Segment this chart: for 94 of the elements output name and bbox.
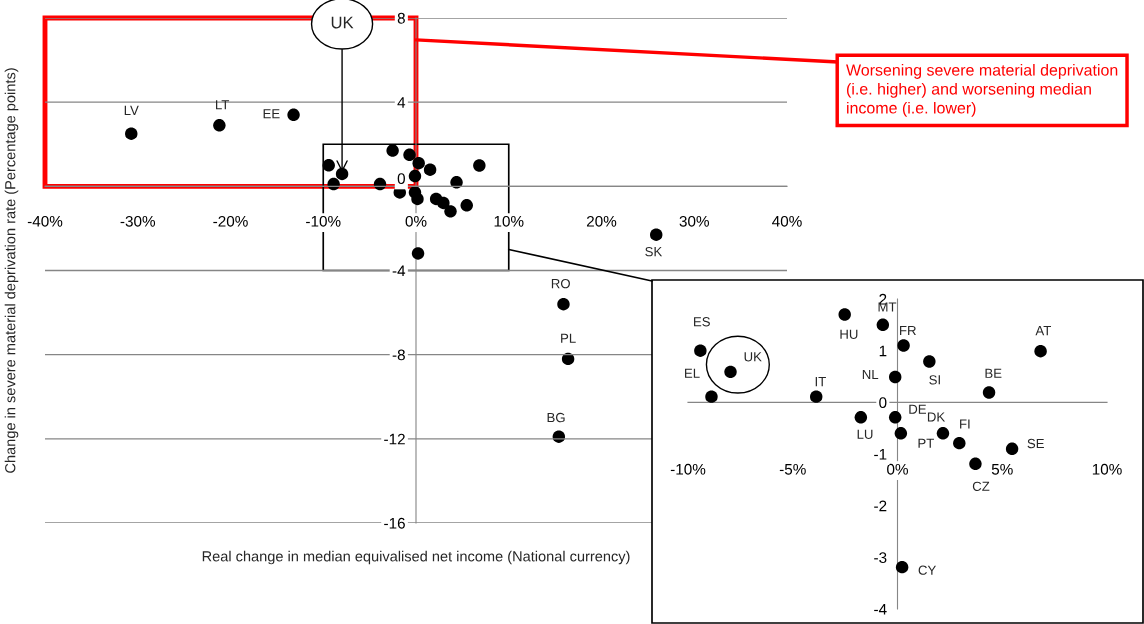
point — [982, 386, 996, 399]
x-tick-label: 40% — [772, 215, 802, 227]
x-tick-label: 10% — [1092, 463, 1122, 475]
y-tick-label: 1 — [879, 345, 887, 357]
point — [936, 427, 950, 440]
x-tick-label: 5% — [991, 463, 1013, 475]
annotation: BE — [985, 368, 1002, 378]
x-tick-label: 20% — [586, 215, 617, 227]
annotation: SK — [645, 246, 663, 257]
x-tick-label: -20% — [213, 215, 248, 227]
point — [423, 163, 437, 176]
point — [895, 560, 909, 574]
y-axis-title: Change in severe material deprivation rate (Percentage points) — [4, 68, 19, 473]
point — [412, 156, 425, 170]
point — [1005, 442, 1019, 456]
point — [888, 411, 902, 424]
annotation: FI — [960, 419, 970, 429]
point — [561, 352, 575, 366]
annotation: NL — [862, 369, 879, 380]
point — [386, 144, 399, 157]
y-tick-label: -1 — [874, 449, 887, 460]
y-tick-label: 8 — [397, 12, 405, 24]
y-tick-label: -4 — [874, 604, 887, 615]
x-tick-label: -40% — [27, 215, 63, 227]
x-tick-label: 30% — [679, 215, 709, 227]
point — [854, 411, 868, 424]
point — [557, 297, 570, 311]
point — [213, 119, 226, 132]
annotation: EE — [263, 109, 280, 119]
annotation: FR — [900, 325, 916, 336]
y-tick-label: -12 — [384, 433, 405, 445]
annotation: HU — [840, 329, 858, 339]
point — [460, 199, 473, 212]
y-tick-label: -8 — [392, 349, 405, 361]
x-axis-title: Real change in median equivalised net income (National currency) — [202, 550, 630, 565]
annotation: LT — [216, 100, 230, 110]
text: Worsening severe material deprivation (i.e. higher) and worsening median income (i.e. lower) — [846, 64, 1118, 117]
y-tick-label: -3 — [874, 552, 887, 564]
x-tick-label: -10% — [670, 463, 706, 475]
point — [444, 205, 457, 218]
annotation: BG — [547, 412, 565, 423]
annotation: RO — [551, 278, 570, 289]
point — [810, 390, 823, 403]
y-tick-label: -2 — [874, 500, 887, 512]
annotation: UK — [331, 16, 354, 29]
point — [888, 370, 902, 384]
y-tick-label: 4 — [397, 97, 406, 108]
point — [335, 167, 349, 181]
point — [403, 148, 416, 161]
point — [125, 127, 138, 140]
annotation: PT — [918, 438, 934, 448]
point — [408, 169, 422, 183]
point — [923, 355, 936, 368]
annotation: CY — [918, 565, 936, 575]
x-tick-label: 0% — [405, 215, 427, 227]
x-tick-label: -30% — [120, 215, 156, 227]
annotation: LV — [124, 105, 139, 115]
point — [1034, 344, 1047, 358]
annotation: ES — [694, 317, 710, 327]
point — [838, 308, 851, 321]
annotation: DE — [909, 404, 927, 414]
point — [894, 427, 908, 440]
x-tick-label: -10% — [306, 215, 341, 227]
annotation: EL — [685, 368, 700, 378]
point — [473, 159, 486, 172]
point — [897, 339, 910, 352]
point — [650, 228, 663, 241]
point — [437, 196, 450, 210]
x-tick-label: -5% — [779, 463, 806, 475]
point — [724, 365, 737, 379]
point — [411, 247, 425, 260]
annotation: SI — [929, 375, 940, 385]
point — [694, 344, 707, 357]
y-tick-label: -16 — [384, 517, 405, 529]
point — [969, 457, 982, 471]
annotation: AT — [1035, 326, 1052, 336]
point — [705, 390, 718, 403]
point — [287, 108, 300, 121]
point — [411, 192, 424, 206]
y-tick-label: 0 — [879, 397, 887, 409]
x-tick-label: 10% — [494, 215, 524, 227]
annotation: SE — [1027, 438, 1044, 449]
annotation: IT — [815, 377, 826, 387]
point — [953, 436, 966, 450]
annotation: PL — [561, 333, 576, 343]
point — [322, 159, 335, 172]
annotation: LU — [857, 429, 873, 439]
y-tick-label: -4 — [392, 265, 406, 277]
x-tick-label: 0% — [887, 463, 908, 475]
annotation: UK — [744, 352, 762, 362]
annotation: CZ — [972, 481, 990, 491]
y-tick-label: 0 — [397, 173, 405, 185]
point — [876, 318, 890, 332]
annotation: DK — [927, 412, 946, 422]
